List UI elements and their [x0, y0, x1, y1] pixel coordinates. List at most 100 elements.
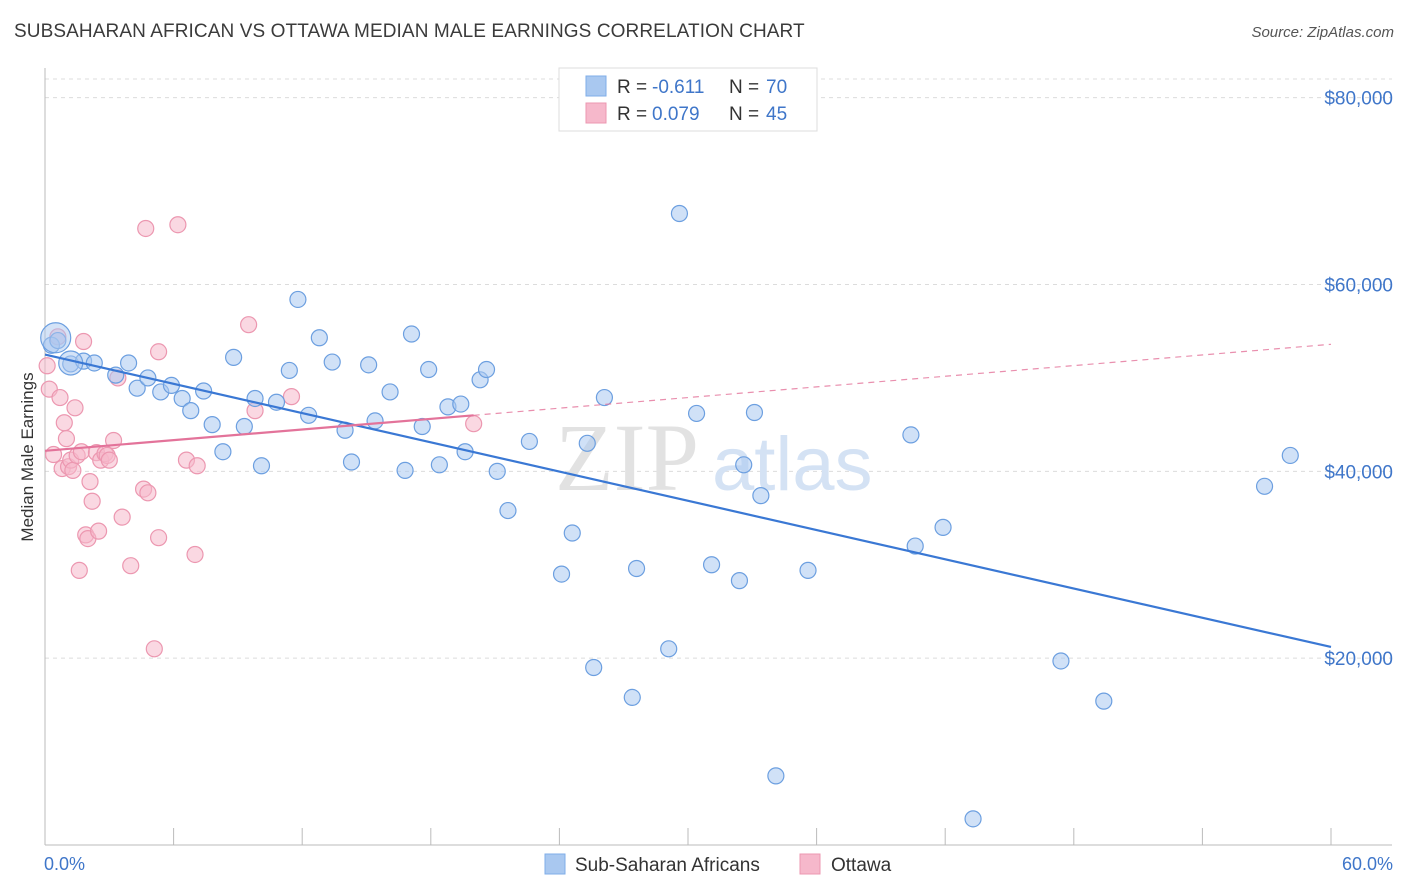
subsaharan-point-49: [623, 688, 641, 707]
ottawa-point-35: [149, 529, 168, 547]
legend-n-label-blue: N =: [729, 77, 759, 98]
zipatlas-watermark: ZIP atlas: [555, 404, 873, 511]
bottom-legend-swatch-blue: [544, 853, 566, 875]
subsaharan-trend-line: [44, 353, 1332, 649]
trend-lines: [44, 343, 1332, 649]
ottawa-point-40: [240, 316, 258, 334]
subsaharan-point-15: [214, 443, 232, 461]
legend-swatch-blue: [585, 75, 607, 97]
x-tick-labels: 0.0% 60.0%: [44, 854, 1393, 874]
ottawa-point-32: [139, 484, 157, 502]
legend-r-label-blue: R =: [617, 77, 647, 98]
subsaharan-point-35: [430, 456, 448, 474]
ottawa-point-42: [282, 388, 301, 406]
subsaharan-point-65: [1052, 652, 1070, 670]
subsaharan-point-44: [552, 565, 571, 583]
subsaharan-point-7: [128, 379, 146, 397]
y-axis-label: Median Male Earnings: [18, 372, 37, 541]
x-tick-label-0: 0.0%: [44, 854, 85, 874]
subsaharan-point-66: [1095, 692, 1113, 710]
subsaharan-point-55: [730, 572, 749, 590]
subsaharan-point-31: [396, 461, 414, 480]
subsaharan-point-52: [670, 204, 689, 223]
subsaharan-point-28: [360, 356, 378, 374]
ottawa-point-38: [186, 545, 204, 564]
subsaharan-point-6: [119, 354, 138, 372]
ottawa-point-34: [149, 343, 168, 361]
subsaharan-point-37: [452, 395, 470, 413]
subsaharan-point-47: [585, 658, 603, 677]
bottom-legend-label-pink: Ottawa: [831, 855, 892, 876]
ottawa-points: [38, 216, 483, 658]
subsaharan-point-41: [488, 462, 506, 480]
ottawa-point-7: [57, 430, 76, 448]
ottawa-point-0: [38, 357, 56, 375]
subsaharan-cluster-point: [40, 322, 72, 354]
subsaharan-point-67: [1255, 477, 1274, 495]
legend-n-label-pink: N =: [729, 104, 759, 125]
subsaharan-point-48: [595, 388, 614, 407]
series-legend: Sub-Saharan Africans Ottawa: [544, 853, 892, 876]
ottawa-point-11: [66, 399, 84, 417]
subsaharan-point-54: [702, 556, 721, 574]
gridlines: [45, 78, 1392, 659]
subsaharan-point-19: [252, 457, 271, 475]
y-tick-label-0: $20,000: [1324, 649, 1393, 670]
subsaharan-point-22: [289, 290, 307, 309]
subsaharan-point-32: [402, 325, 421, 343]
subsaharan-point-17: [235, 417, 253, 436]
subsaharan-point-46: [578, 434, 596, 452]
subsaharan-point-43: [520, 432, 538, 451]
subsaharan-point-27: [342, 453, 361, 471]
subsaharan-point-57: [745, 403, 764, 422]
subsaharan-point-62: [906, 537, 924, 555]
ottawa-point-28: [113, 508, 131, 526]
subsaharan-point-56: [735, 456, 753, 474]
subsaharan-point-21: [280, 361, 298, 380]
ottawa-point-43: [465, 415, 483, 433]
subsaharan-point-11: [173, 389, 191, 408]
watermark-zip: ZIP: [555, 404, 699, 511]
subsaharan-points: [40, 204, 1299, 828]
subsaharan-point-45: [563, 524, 581, 542]
y-tick-label-3: $80,000: [1324, 89, 1393, 110]
ottawa-point-10: [64, 461, 82, 480]
subsaharan-point-25: [323, 353, 341, 371]
ottawa-point-13: [70, 561, 88, 579]
legend-n-value-pink: 45: [766, 104, 787, 125]
legend-r-value-blue: -0.611: [652, 77, 704, 98]
subsaharan-point-50: [627, 559, 646, 578]
subsaharan-point-60: [799, 561, 817, 579]
subsaharan-point-61: [902, 426, 920, 444]
legend-r-label-pink: R =: [617, 104, 647, 125]
bottom-legend-label-blue: Sub-Saharan Africans: [575, 855, 760, 876]
bottom-legend-swatch-pink: [799, 853, 821, 875]
subsaharan-point-63: [934, 518, 952, 536]
ottawa-point-39: [188, 457, 206, 475]
subsaharan-point-30: [381, 383, 399, 401]
ottawa-point-33: [145, 640, 163, 658]
subsaharan-point-68: [1281, 446, 1299, 465]
axes: [44, 68, 1392, 846]
ottawa-point-14: [72, 443, 91, 461]
ottawa-trend-line: [44, 414, 474, 452]
ottawa-point-29: [122, 557, 140, 575]
subsaharan-point-24: [310, 329, 328, 347]
y-tick-label-1: $40,000: [1324, 462, 1393, 483]
chart-title: SUBSAHARAN AFRICAN VS OTTAWA MEDIAN MALE…: [14, 21, 805, 42]
ottawa-point-18: [81, 473, 99, 491]
subsaharan-point-59: [767, 767, 785, 785]
subsaharan-point-12: [182, 402, 200, 420]
ottawa-point-36: [169, 216, 187, 234]
y-tick-label-2: $60,000: [1324, 276, 1393, 297]
y-tick-labels: $20,000 $40,000 $60,000 $80,000: [1324, 89, 1393, 670]
subsaharan-point-29: [366, 412, 384, 430]
stats-legend: R = -0.611 N = 70 R = 0.079 N = 45: [558, 67, 818, 132]
subsaharan-point-42: [499, 501, 517, 520]
legend-n-value-blue: 70: [766, 77, 787, 98]
subsaharan-point-4: [85, 354, 103, 372]
ottawa-trend-line-extension: [473, 343, 1332, 416]
subsaharan-point-51: [660, 640, 678, 658]
subsaharan-point-40: [477, 360, 496, 379]
